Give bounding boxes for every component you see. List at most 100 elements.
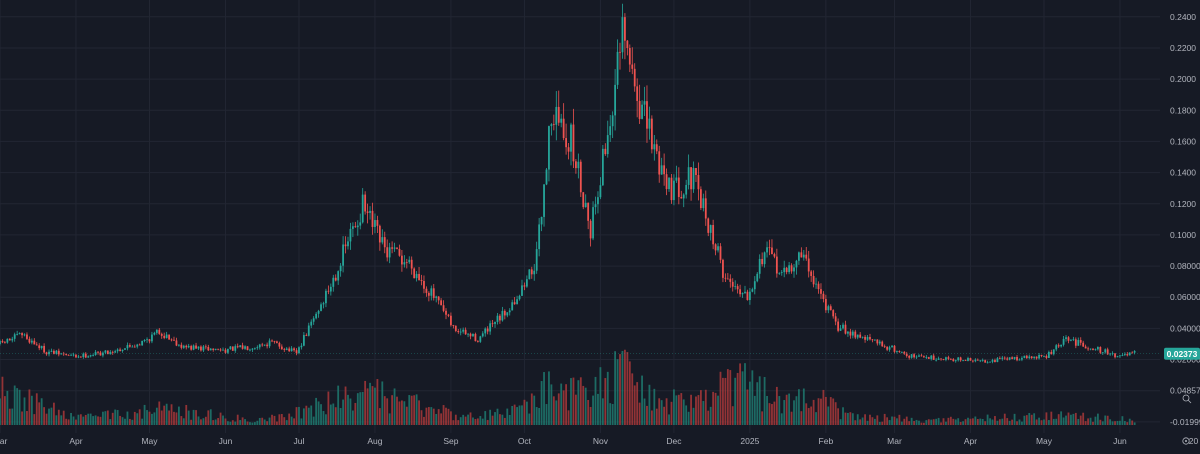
price-axis[interactable]: 0.2400 0.2200 0.2000 0.1800 0.1600 0.1400 0.12… [1170, 12, 1200, 427]
candle-body [763, 252, 766, 265]
candle-body [1121, 354, 1124, 356]
volume-bar [160, 410, 163, 425]
candle-body [253, 347, 256, 349]
volume-bar [932, 419, 935, 425]
candle-body [582, 192, 585, 208]
time-axis[interactable]: Mar Apr May Jun Jul Aug Sep Oct Nov Dec 2025 Feb Mar… [0, 436, 1198, 446]
volume-bar [991, 419, 994, 425]
candle-body [72, 354, 75, 356]
candle-body [687, 167, 690, 185]
candle-body [97, 351, 99, 353]
volume-bar [641, 375, 643, 425]
candle-body [1011, 357, 1014, 359]
volume-bar [1025, 415, 1028, 425]
volume-bar [748, 381, 751, 425]
volume-bar [837, 408, 840, 425]
candle-body [866, 336, 869, 340]
candle-body [530, 269, 533, 275]
volume-bar [913, 420, 915, 425]
candle-body [204, 346, 207, 348]
candle-body [1116, 356, 1119, 358]
candle-body [13, 334, 16, 339]
candle-body [499, 315, 501, 321]
volume-bar [633, 385, 636, 425]
candle-body [1021, 357, 1023, 360]
axis-settings[interactable] [1182, 394, 1192, 445]
candle-body [479, 336, 482, 342]
volume-bar [555, 400, 558, 425]
candle-body [11, 338, 14, 341]
candle-body [908, 355, 911, 358]
candle-body [922, 356, 925, 358]
volume-bar [842, 407, 844, 425]
candle-body [746, 291, 749, 301]
candle-body [861, 336, 864, 338]
candle-body [307, 325, 310, 336]
volume-bar [974, 416, 977, 425]
volume-bar [212, 420, 215, 425]
candle-body [185, 345, 188, 348]
candle-body [222, 349, 224, 351]
candle-body [138, 344, 141, 346]
volume-bar [298, 406, 300, 425]
gear-icon[interactable] [1182, 437, 1190, 445]
candle-body [386, 247, 389, 258]
candle-body [403, 262, 406, 265]
candle-body [957, 357, 960, 361]
volume-bar [70, 412, 72, 425]
candle-body [43, 345, 46, 353]
volume-bar [479, 416, 482, 425]
volume-bar [77, 414, 80, 425]
candle-body [310, 321, 313, 326]
volume-bar [824, 396, 827, 425]
volume-bar [565, 384, 567, 425]
volume-bar [126, 411, 129, 425]
candle-body [925, 357, 928, 358]
volume-bar [263, 419, 266, 425]
volume-bar [484, 411, 487, 425]
volume-bar [856, 414, 859, 425]
volume-bar [655, 408, 658, 425]
candle-body [33, 340, 36, 345]
volume-bar [606, 371, 609, 425]
volume-bar [327, 391, 330, 425]
zoom-icon[interactable] [1182, 394, 1192, 404]
volume-bar [957, 418, 960, 425]
volume-bar [1047, 420, 1050, 425]
candle-body [714, 244, 717, 251]
volume-bar [601, 398, 604, 425]
candle-body [398, 248, 401, 256]
volume-bar [55, 415, 58, 425]
volume-bar [820, 398, 822, 425]
candle-body [1, 341, 4, 343]
volume-bar [273, 415, 276, 425]
volume-bar [1072, 413, 1075, 425]
candle-body [940, 358, 942, 360]
volume-bar [636, 382, 639, 425]
volume-bar [812, 399, 815, 425]
candle-body [998, 358, 1001, 360]
volume-bar [401, 400, 403, 425]
candle-body [339, 265, 342, 272]
volume-bar [810, 406, 813, 425]
candle-body [359, 222, 362, 226]
volume-bar [131, 419, 134, 425]
volume-bar [918, 420, 920, 425]
volume-bar [893, 416, 896, 425]
volume-bar [94, 415, 97, 425]
candle-body [883, 346, 886, 348]
candle-body [766, 247, 768, 253]
volume-bars [0, 349, 1136, 425]
volume-bar [26, 411, 28, 425]
candle-body [699, 189, 702, 209]
candle-body [481, 333, 484, 337]
candle-body [719, 246, 722, 260]
volume-bar [1055, 418, 1058, 425]
volume-bar [158, 401, 161, 425]
volume-bar [165, 403, 168, 425]
candle-body [920, 355, 923, 357]
candle-body [104, 350, 107, 353]
volume-bar [927, 419, 930, 425]
